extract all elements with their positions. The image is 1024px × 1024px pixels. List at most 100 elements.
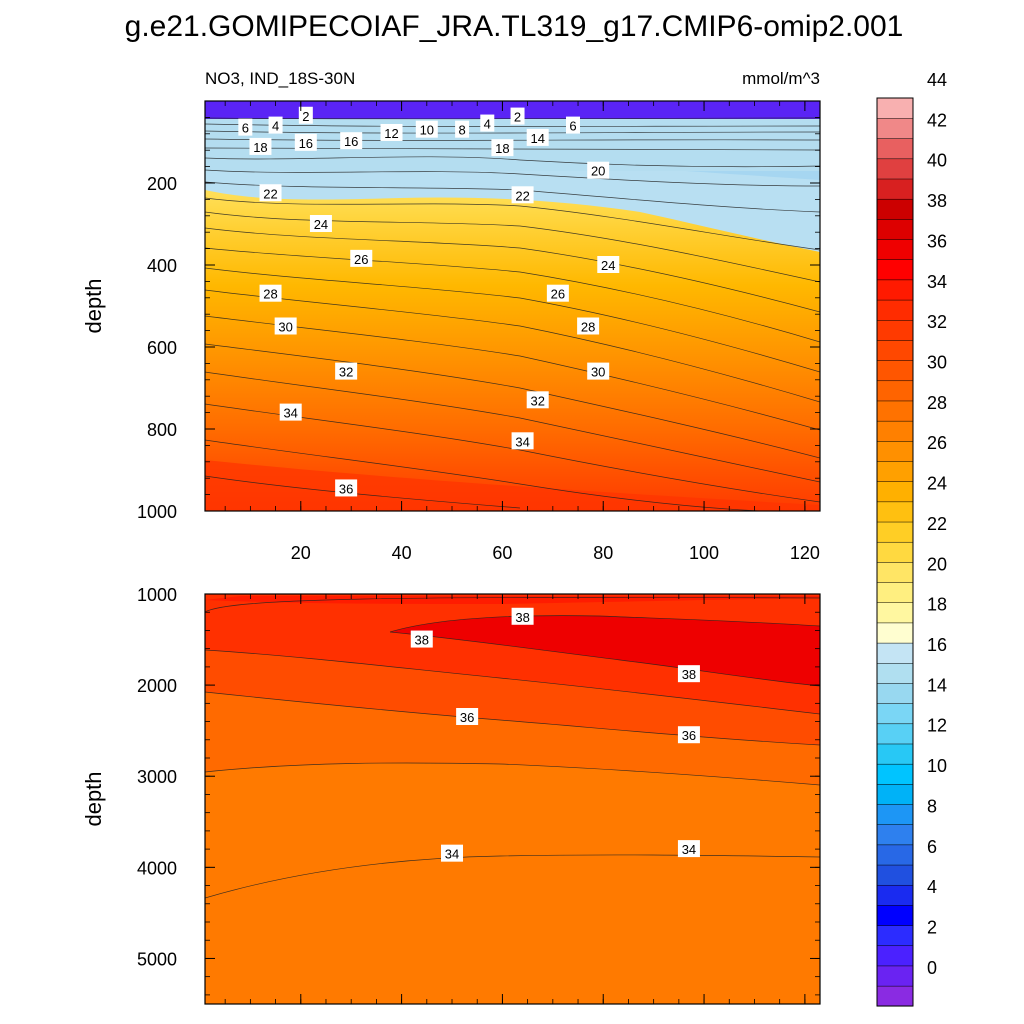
colorbar-swatch [876, 138, 914, 160]
colorbar-swatch [876, 541, 914, 563]
contour-label-box [456, 708, 479, 725]
colorbar-label: 36 [927, 231, 947, 251]
x-tick-label: 40 [392, 543, 412, 563]
colorbar-swatch [876, 117, 914, 139]
contour-label-box [340, 132, 363, 150]
colorbar-label: 4 [927, 877, 937, 897]
contour-label-text: 28 [581, 320, 595, 335]
contour-label-text: 16 [299, 136, 313, 151]
colorbar-label: 18 [927, 595, 947, 615]
contour-label-text: 8 [458, 123, 465, 138]
colorbar-swatch [876, 218, 914, 240]
contour-label-text: 26 [551, 287, 565, 302]
contour-label-text: 30 [278, 320, 292, 335]
contour-label-box [441, 844, 464, 862]
contour-label-box [309, 215, 332, 232]
contour-label-box [546, 284, 569, 302]
upper-y-axis-label: depth [81, 278, 106, 333]
contour-label: 38 [410, 630, 433, 648]
contour-label-box [677, 665, 700, 683]
colorbar-swatch [876, 501, 914, 523]
contour-label: 14 [526, 128, 549, 146]
colorbar-swatch [876, 884, 914, 906]
contour-label: 26 [350, 249, 373, 267]
contour-label-box [268, 116, 283, 134]
colorbar-swatch [876, 198, 914, 220]
contour-label-text: 18 [253, 140, 267, 155]
colorbar-swatch [876, 904, 914, 926]
contour-label: 24 [597, 256, 620, 273]
variable-region-label: NO3, IND_18S-30N [205, 69, 355, 88]
contour-label-text: 16 [344, 134, 358, 149]
contour-label: 10 [415, 120, 438, 138]
x-tick-label: 80 [593, 543, 613, 563]
contour-label-text: 36 [339, 481, 353, 496]
colorbar-swatch [876, 299, 914, 321]
colorbar-swatch [876, 682, 914, 704]
lower-contour-labels: 38 38 38 36 36 34 34 [410, 607, 700, 862]
contour-label: 18 [491, 139, 514, 157]
contour-label: 30 [587, 362, 610, 380]
contour-label-text: 22 [263, 186, 277, 201]
colorbar-swatch [876, 925, 914, 947]
colorbar-swatch [876, 945, 914, 967]
contour-label-box [677, 726, 700, 744]
colorbar-swatch [876, 844, 914, 866]
upper-plot-frame [204, 100, 821, 512]
colorbar-swatch [876, 763, 914, 785]
colorbar-label: 32 [927, 312, 947, 332]
contour-label-text: 18 [495, 141, 509, 156]
colorbar-swatch [876, 178, 914, 200]
contour-label-box [587, 362, 610, 380]
contour-label: 36 [456, 708, 479, 725]
colorbar-label: 38 [927, 191, 947, 211]
colorbar-swatch [876, 481, 914, 503]
y-tick-label: 400 [147, 256, 177, 276]
colorbar-swatch [876, 97, 914, 119]
colorbar-label: 22 [927, 514, 947, 534]
colorbar-swatch [876, 238, 914, 260]
y-tick-label: 3000 [137, 767, 177, 787]
contour-label-text: 38 [415, 633, 429, 648]
colorbar-frame [876, 97, 914, 1007]
colorbar-swatch [876, 360, 914, 382]
y-tick-label: 5000 [137, 949, 177, 969]
contour-label: 38 [677, 665, 700, 683]
contour-label-box [274, 317, 297, 335]
contour-label: 2 [298, 106, 313, 124]
contour-label-text: 4 [484, 117, 491, 132]
contour-label: 22 [259, 184, 282, 202]
colorbar-swatch [876, 460, 914, 482]
colorbar-swatch [876, 864, 914, 886]
contour-label-box [511, 186, 534, 204]
contour-label-box [526, 128, 549, 146]
contour-label-text: 26 [354, 252, 368, 267]
x-tick-label: 120 [790, 543, 820, 563]
contour-label: 26 [546, 284, 569, 302]
colorbar-label: 20 [927, 554, 947, 574]
contour-label: 28 [577, 317, 600, 335]
contour-label: 18 [249, 137, 272, 155]
contour-label-text: 22 [515, 188, 529, 203]
contour-label-text: 20 [591, 164, 605, 179]
upper-axis-ticks: 200 400 600 800 1000 20 40 60 80 100 120 [137, 100, 820, 563]
colorbar-swatch [876, 440, 914, 462]
contour-label-box [510, 107, 525, 125]
contour-label-text: 34 [283, 406, 297, 421]
contour-label: 22 [511, 186, 534, 204]
colorbar-swatch [876, 622, 914, 644]
colorbar-swatch [876, 824, 914, 846]
contour-label: 12 [380, 123, 403, 141]
colorbar-swatch [876, 723, 914, 745]
contour-label: 32 [335, 362, 358, 380]
colorbar-swatch [876, 703, 914, 725]
contour-label-text: 6 [242, 121, 249, 136]
colorbar-label: 10 [927, 756, 947, 776]
colorbar-swatch [876, 319, 914, 341]
contour-label: 8 [455, 120, 470, 138]
contour-label-text: 34 [445, 847, 459, 862]
colorbar-label: 26 [927, 433, 947, 453]
contour-label: 16 [294, 133, 317, 151]
contour-label: 38 [511, 607, 534, 625]
